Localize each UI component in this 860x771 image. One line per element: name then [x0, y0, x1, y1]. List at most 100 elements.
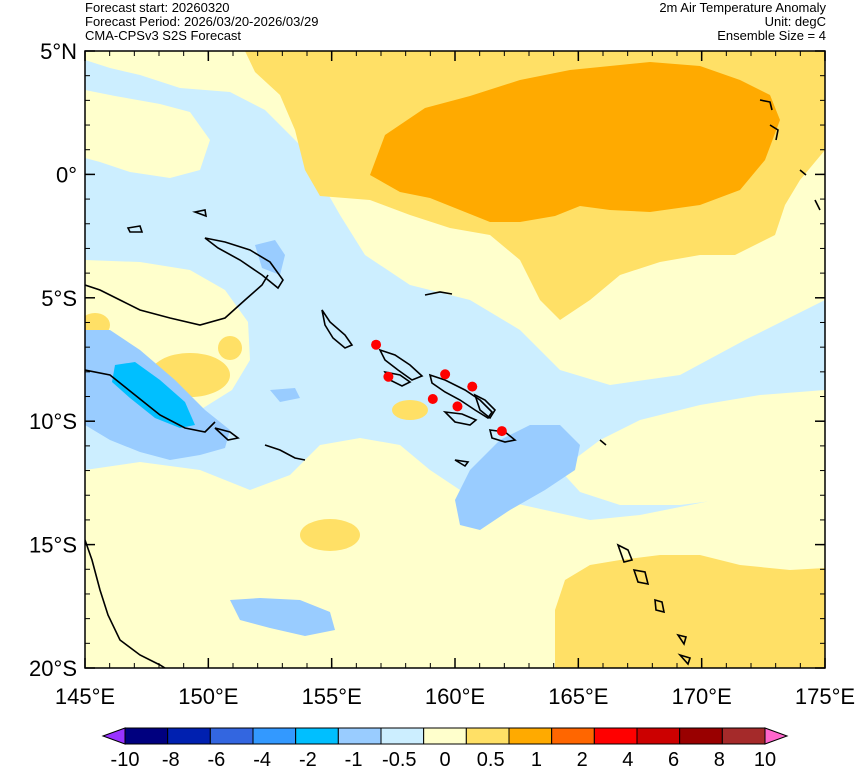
lon-tick-label: 175°E — [795, 684, 855, 709]
colorbar-label: -4 — [253, 749, 271, 771]
lat-tick-label: 0° — [56, 162, 77, 187]
coastlines — [85, 99, 821, 668]
coast-islets-s1 — [264, 444, 306, 461]
station-marker — [440, 369, 451, 380]
lat-tick-label: 5°S — [41, 286, 77, 311]
colorbar-label: 4 — [622, 749, 633, 771]
coast-choiseul — [378, 348, 424, 381]
colorbar-box — [337, 727, 382, 745]
colorbar-label: 2 — [577, 749, 588, 771]
colorbar-label: 6 — [668, 749, 679, 771]
forecast-period-text: Forecast Period: 2026/03/20-2026/03/29 — [85, 14, 319, 29]
region-medium-blue-south — [230, 598, 335, 636]
station-marker — [371, 339, 382, 350]
variable-title: 2m Air Temperature Anomaly — [659, 0, 826, 15]
colorbar-box — [593, 727, 638, 745]
colorbar-box — [252, 727, 297, 745]
coast-png-south — [85, 369, 216, 433]
lon-tick-label: 145°E — [55, 684, 115, 709]
ensemble-size-text: Ensemble Size = 4 — [717, 28, 826, 43]
region-medium-blue-ne — [255, 240, 285, 275]
colorbar-label: -6 — [208, 749, 226, 771]
colorbar-label: -1 — [345, 749, 363, 771]
region-medium-blue-small — [270, 388, 300, 402]
station-marker — [427, 393, 438, 404]
coast-vanuatu-2 — [632, 568, 650, 586]
lon-tick-label: 160°E — [425, 684, 485, 709]
station-markers — [371, 339, 507, 437]
coast-louisiade — [214, 427, 240, 441]
coast-ontong — [424, 291, 453, 296]
colorbar-end-high — [764, 727, 789, 745]
lat-tick-label: 20°S — [29, 656, 77, 681]
coast-islets-s2 — [599, 439, 607, 446]
lon-tick-label: 150°E — [178, 684, 238, 709]
colorbar-box — [209, 727, 254, 745]
region-yellow-se — [555, 555, 825, 668]
coast-nc-1 — [677, 653, 692, 666]
coast-santa-isabel — [428, 373, 494, 420]
lat-tick-label: 10°S — [29, 409, 77, 434]
station-marker — [383, 371, 394, 382]
coast-nauru-ne — [759, 99, 773, 111]
colorbar-label: 0 — [439, 749, 450, 771]
colorbar-box — [508, 727, 553, 745]
lat-tick-label: 5°N — [40, 39, 77, 64]
blob-yellow-3 — [218, 336, 242, 360]
lon-tick-label: 155°E — [302, 684, 362, 709]
colorbar-label: -8 — [162, 749, 180, 771]
region-cyan-blue — [112, 362, 195, 428]
station-marker — [452, 401, 463, 412]
coast-manus — [192, 209, 208, 218]
coast-islets-e2 — [799, 169, 807, 176]
lon-tick-label: 165°E — [548, 684, 608, 709]
colorbar-label: 0.5 — [477, 749, 505, 771]
header-left: Forecast start: 20260320 Forecast Period… — [85, 1, 318, 43]
colorbar-box — [124, 727, 169, 745]
colorbar-box — [295, 727, 339, 745]
colorbar-box — [380, 727, 425, 745]
coast-vanuatu-4 — [676, 633, 687, 646]
station-marker — [496, 426, 507, 437]
coast-guadalcanal — [442, 410, 478, 426]
colorbar-box — [423, 727, 467, 745]
region-light-yellow-se — [560, 390, 825, 505]
colorbar-label: 10 — [754, 749, 776, 771]
model-name-text: CMA-CPSv3 S2S Forecast — [85, 28, 242, 43]
region-medium-blue-center — [455, 425, 580, 530]
blob-yellow-1 — [300, 519, 360, 551]
coast-islets-e3 — [814, 199, 821, 211]
coast-bougainville — [321, 309, 354, 349]
coast-rennell — [454, 459, 470, 468]
forecast-start-text: Forecast start: 20260320 — [85, 0, 230, 15]
region-orange-north — [370, 62, 780, 222]
axis-ticks: 5°N 0° 5°S 10°S 15°S 20°S 145°E 150°E 155°E 160°E… — [29, 39, 855, 709]
colorbar-box — [636, 727, 681, 745]
unit-text: Unit: degC — [764, 14, 826, 29]
station-marker — [467, 381, 478, 392]
coast-vanuatu-1 — [616, 543, 634, 563]
colorbar-box — [679, 727, 723, 745]
anomaly-field — [85, 51, 825, 668]
lat-tick-label: 15°S — [29, 533, 77, 558]
coast-islets-e1 — [769, 124, 779, 141]
colorbar-label: -0.5 — [382, 749, 416, 771]
coast-png-north — [85, 274, 269, 326]
lon-tick-label: 170°E — [672, 684, 732, 709]
colorbar-end-low — [101, 727, 126, 745]
region-light-yellow-nw — [85, 90, 210, 178]
coast-australia — [85, 539, 166, 668]
colorbar-box — [721, 727, 766, 745]
colorbar-label: 8 — [714, 749, 725, 771]
colorbar-box — [465, 727, 510, 745]
coast-malaita — [473, 393, 497, 420]
colorbar-label: -10 — [111, 749, 140, 771]
colorbar: -10 -8 -6 -4 -2 -1 -0.5 0 0.5 1 2 4 6 8 10 — [101, 727, 789, 771]
coast-bismarck-1 — [126, 225, 144, 233]
colorbar-label: 1 — [531, 749, 542, 771]
colorbar-box — [551, 727, 595, 745]
colorbar-box — [167, 727, 211, 745]
header-right: 2m Air Temperature Anomaly Unit: degC En… — [659, 1, 826, 43]
blob-yellow-4 — [392, 400, 428, 420]
